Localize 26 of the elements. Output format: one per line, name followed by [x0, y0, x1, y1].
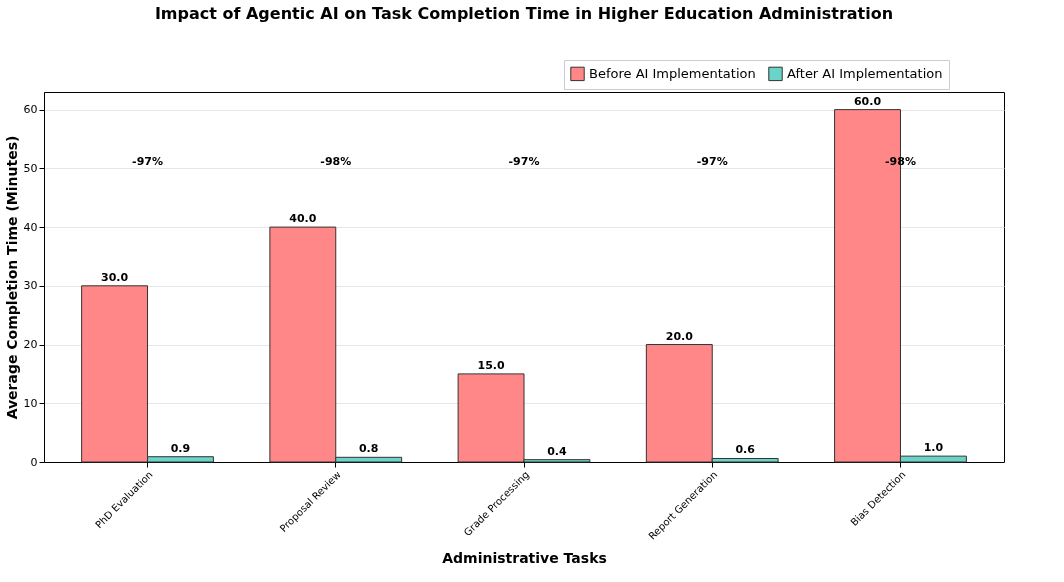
y-axis-title: Average Completion Time (Minutes): [3, 135, 20, 420]
data-label: 0.9: [170, 441, 191, 455]
chart-title: Impact of Agentic AI on Task Completion Time in Higher Education Administration: [154, 3, 894, 23]
y-tick-label: 30: [23, 279, 38, 293]
annotation: -97%: [696, 155, 728, 169]
legend-label: Before AI Implementation: [589, 65, 756, 81]
y-tick-label: 10: [23, 396, 38, 410]
annotation: -97%: [132, 155, 163, 169]
y-tick-label: 60: [23, 103, 38, 117]
data-label: 0.4: [547, 444, 568, 458]
y-tick-label: 0: [30, 455, 38, 469]
y-tick-label: 50: [23, 161, 38, 175]
x-axis-title: Administrative Tasks: [442, 549, 607, 566]
y-tick-label: 20: [23, 338, 38, 352]
legend-label: After AI Implementation: [787, 65, 943, 81]
data-label: 0.8: [358, 442, 379, 456]
data-label: 40.0: [289, 212, 317, 226]
annotation: -97%: [508, 155, 540, 169]
annotation: -98%: [320, 155, 352, 169]
data-label: 1.0: [923, 441, 944, 455]
data-label: 15.0: [477, 358, 505, 372]
data-label: 20.0: [665, 329, 694, 343]
data-label: 30.0: [101, 270, 129, 284]
data-label: 60.0: [853, 94, 882, 108]
y-tick-label: 40: [23, 220, 38, 234]
data-label: 0.6: [735, 443, 756, 457]
